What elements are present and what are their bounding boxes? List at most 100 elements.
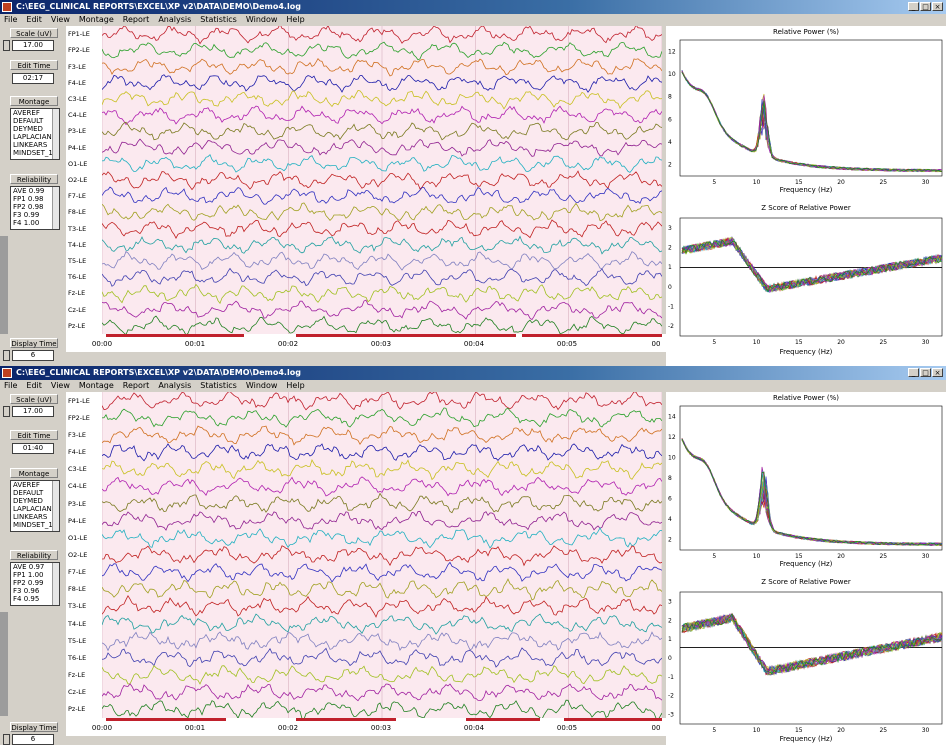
menu-file[interactable]: File: [4, 15, 18, 24]
scale-spinner[interactable]: [3, 40, 10, 51]
montage-scrollbar[interactable]: [52, 481, 59, 531]
montage-option[interactable]: AVEREF: [13, 109, 40, 117]
restore-icon[interactable]: □: [920, 368, 931, 377]
eeg-trace-fz-le: [102, 665, 662, 685]
menu-help[interactable]: Help: [286, 381, 305, 390]
menu-statistics[interactable]: Statistics: [200, 15, 237, 24]
eeg-trace-c3-le: [102, 459, 662, 481]
eeg-trace-panel[interactable]: [102, 392, 662, 718]
artifact-marker[interactable]: [296, 718, 396, 721]
edit-time-field[interactable]: 02:17: [12, 73, 54, 84]
montage-list[interactable]: AVEREF DEFAULT DEYMED LAPLACIAN LINKEARS…: [10, 108, 60, 160]
montage-option[interactable]: DEFAULT: [13, 489, 44, 497]
channel-label: FP2-LE: [68, 413, 90, 422]
control-panel: Scale (uV) 17.00 Edit Time 01:40 Montage…: [0, 392, 66, 745]
channel-label: T6-LE: [68, 273, 87, 282]
montage-option[interactable]: LINKEARS: [13, 513, 48, 521]
edit-time-field[interactable]: 01:40: [12, 443, 54, 454]
spectrum-line: [681, 71, 942, 173]
minimize-icon[interactable]: _: [908, 368, 919, 377]
menu-montage[interactable]: Montage: [78, 15, 114, 24]
y-tick-label: -2: [668, 323, 674, 330]
minimize-icon[interactable]: _: [908, 2, 919, 11]
y-tick-label: -1: [668, 674, 674, 681]
montage-option[interactable]: DEYMED: [13, 497, 43, 505]
menu-statistics[interactable]: Statistics: [200, 381, 237, 390]
menu-help[interactable]: Help: [286, 15, 305, 24]
y-tick-label: 0: [668, 284, 672, 291]
display-time-spinner[interactable]: [3, 734, 10, 745]
montage-option[interactable]: DEFAULT: [13, 117, 44, 125]
eeg-trace-p4-le: [102, 510, 662, 531]
reliability-scrollbar[interactable]: [52, 187, 59, 229]
montage-option[interactable]: AVEREF: [13, 481, 40, 489]
reliability-scrollbar[interactable]: [52, 563, 59, 605]
menu-view[interactable]: View: [50, 381, 70, 390]
artifact-marker[interactable]: [564, 718, 662, 721]
eeg-trace-cz-le: [102, 299, 662, 321]
montage-option[interactable]: MINDSET_1: [13, 149, 53, 157]
menu-window[interactable]: Window: [245, 381, 278, 390]
x-tick-label: 5: [712, 727, 716, 734]
montage-scrollbar[interactable]: [52, 109, 59, 159]
menu-report[interactable]: Report: [122, 381, 150, 390]
eeg-window-top: C:\EEG_CLINICAL REPORTS\EXCEL\XP v2\DATA…: [0, 0, 946, 366]
channel-label: Cz-LE: [68, 688, 87, 697]
close-icon[interactable]: ×: [932, 2, 943, 11]
y-tick-label: 6: [668, 496, 672, 503]
montage-option[interactable]: MINDSET_1: [13, 521, 53, 529]
menu-analysis[interactable]: Analysis: [158, 381, 192, 390]
montage-list[interactable]: AVEREF DEFAULT DEYMED LAPLACIAN LINKEARS…: [10, 480, 60, 532]
artifact-marker[interactable]: [522, 334, 662, 337]
title-bar[interactable]: C:\EEG_CLINICAL REPORTS\EXCEL\XP v2\DATA…: [0, 366, 946, 380]
eeg-trace-t6-le: [102, 267, 662, 287]
channel-labels: FP1-LE FP2-LE F3-LE F4-LE C3-LE C4-LE P3-LE P4-…: [66, 26, 102, 334]
side-divider: [0, 612, 8, 716]
montage-option[interactable]: LAPLACIAN: [13, 133, 52, 141]
spectrum-line: [681, 72, 943, 172]
close-icon[interactable]: ×: [932, 368, 943, 377]
display-time-field[interactable]: 6: [12, 734, 54, 745]
montage-option[interactable]: DEYMED: [13, 125, 43, 133]
reliability-list[interactable]: AVE 0.97 FP1 1.00 FP2 0.99 F3 0.96 F4 0.…: [10, 562, 60, 606]
menu-window[interactable]: Window: [245, 15, 278, 24]
title-bar[interactable]: C:\EEG_CLINICAL REPORTS\EXCEL\XP v2\DATA…: [0, 0, 946, 14]
time-tick: 00:00: [91, 340, 113, 348]
restore-icon[interactable]: □: [920, 2, 931, 11]
plot-frame: [679, 39, 943, 177]
montage-option[interactable]: LAPLACIAN: [13, 505, 52, 513]
menu-edit[interactable]: Edit: [26, 381, 42, 390]
menu-file[interactable]: File: [4, 381, 18, 390]
scale-spinner[interactable]: [3, 406, 10, 417]
display-time-spinner[interactable]: [3, 350, 10, 361]
display-time-field[interactable]: 6: [12, 350, 54, 361]
menu-edit[interactable]: Edit: [26, 15, 42, 24]
y-tick-label: 2: [668, 617, 672, 624]
x-tick-label: 20: [837, 553, 845, 560]
menu-analysis[interactable]: Analysis: [158, 15, 192, 24]
scale-field[interactable]: 17.00: [12, 406, 54, 417]
eeg-trace-fp1-le: [102, 392, 662, 411]
artifact-marker[interactable]: [106, 718, 226, 721]
spectrum-line: [681, 438, 943, 546]
menu-montage[interactable]: Montage: [78, 381, 114, 390]
spectrum-line: [681, 72, 943, 173]
channel-label: Cz-LE: [68, 305, 87, 314]
eeg-trace-f4-le: [102, 74, 662, 93]
artifact-marker[interactable]: [296, 334, 516, 337]
artifact-marker[interactable]: [466, 718, 540, 721]
reliability-list[interactable]: AVE 0.99 FP1 0.98 FP2 0.98 F3 0.99 F4 1.…: [10, 186, 60, 230]
eeg-traces[interactable]: [102, 26, 662, 334]
relative-power-title: Relative Power (%): [773, 28, 839, 36]
x-tick-label: 30: [922, 339, 930, 346]
eeg-traces[interactable]: [102, 392, 662, 718]
scale-field[interactable]: 17.00: [12, 40, 54, 51]
x-tick-label: 10: [753, 553, 761, 560]
eeg-trace-fp1-le: [102, 26, 662, 45]
montage-option[interactable]: LINKEARS: [13, 141, 48, 149]
artifact-marker[interactable]: [106, 334, 244, 337]
menu-report[interactable]: Report: [122, 15, 150, 24]
menu-view[interactable]: View: [50, 15, 70, 24]
eeg-trace-panel[interactable]: [102, 26, 662, 334]
